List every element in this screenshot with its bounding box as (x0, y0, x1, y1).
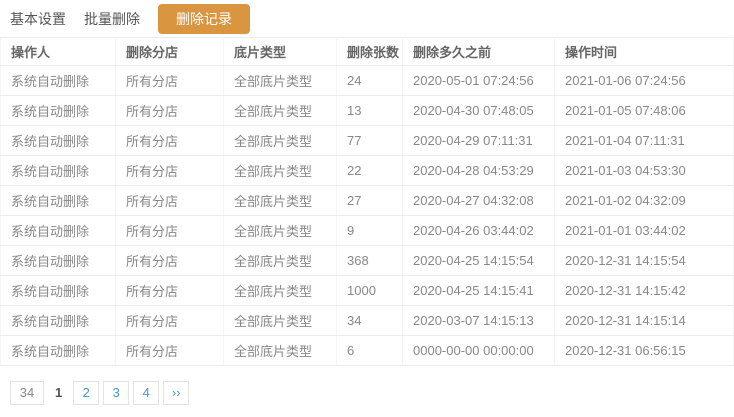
cell-branch: 所有分店 (115, 305, 224, 336)
table-row: 系统自动删除 所有分店 全部底片类型 1000 2020-04-25 14:15:41 2… (0, 275, 734, 306)
cell-delete_before: 2020-05-01 07:24:56 (402, 65, 555, 96)
cell-operator: 系统自动删除 (0, 65, 116, 96)
table-row: 系统自动删除 所有分店 全部底片类型 13 2020-04-30 07:48:05 202… (0, 95, 734, 126)
cell-delete_before: 2020-04-26 03:44:02 (402, 215, 555, 246)
cell-delete_before: 2020-04-29 07:11:31 (402, 125, 555, 156)
column-header-branch: 删除分店 (115, 37, 224, 66)
cell-count: 9 (336, 215, 403, 246)
cell-branch: 所有分店 (115, 245, 224, 276)
cell-operator: 系统自动删除 (0, 245, 116, 276)
cell-delete_before: 2020-04-30 07:48:05 (402, 95, 555, 126)
cell-op_time: 2021-01-03 04:53:30 (554, 155, 734, 186)
pagination: 34 1 2 3 4 ›› (10, 381, 734, 405)
column-header-delete_before: 删除多久之前 (402, 37, 555, 66)
cell-film_type: 全部底片类型 (223, 65, 337, 96)
table-row: 系统自动删除 所有分店 全部底片类型 6 0000-00-00 00:00:00 2020… (0, 335, 734, 366)
cell-operator: 系统自动删除 (0, 95, 116, 126)
cell-count: 1000 (336, 275, 403, 306)
cell-delete_before: 2020-03-07 14:15:13 (402, 305, 555, 336)
column-header-op_time: 操作时间 (554, 37, 734, 66)
pagination-page-link[interactable]: 4 (133, 381, 160, 405)
cell-op_time: 2020-12-31 14:15:42 (554, 275, 734, 306)
cell-film_type: 全部底片类型 (223, 305, 337, 336)
table-row: 系统自动删除 所有分店 全部底片类型 77 2020-04-29 07:11:31 202… (0, 125, 734, 156)
table-row: 系统自动删除 所有分店 全部底片类型 22 2020-04-28 04:53:29 202… (0, 155, 734, 186)
cell-film_type: 全部底片类型 (223, 185, 337, 216)
cell-film_type: 全部底片类型 (223, 215, 337, 246)
cell-count: 22 (336, 155, 403, 186)
cell-op_time: 2020-12-31 14:15:54 (554, 245, 734, 276)
cell-op_time: 2021-01-05 07:48:06 (554, 95, 734, 126)
cell-count: 13 (336, 95, 403, 126)
tab-batch-delete[interactable]: 批量删除 (84, 11, 140, 27)
table-row: 系统自动删除 所有分店 全部底片类型 9 2020-04-26 03:44:02 2021… (0, 215, 734, 246)
pagination-page-link[interactable]: 2 (73, 381, 100, 405)
tab-bar: 基本设置 批量删除 删除记录 (0, 0, 734, 37)
cell-branch: 所有分店 (115, 215, 224, 246)
pagination-total: 34 (10, 381, 44, 405)
cell-op_time: 2021-01-06 07:24:56 (554, 65, 734, 96)
table-header-row: 操作人 删除分店 底片类型 删除张数 删除多久之前 操作时间 (0, 37, 734, 66)
cell-film_type: 全部底片类型 (223, 125, 337, 156)
table-row: 系统自动删除 所有分店 全部底片类型 368 2020-04-25 14:15:54 20… (0, 245, 734, 276)
cell-branch: 所有分店 (115, 335, 224, 366)
column-header-count: 删除张数 (336, 37, 403, 66)
cell-operator: 系统自动删除 (0, 125, 116, 156)
cell-count: 34 (336, 305, 403, 336)
cell-op_time: 2020-12-31 14:15:14 (554, 305, 734, 336)
cell-operator: 系统自动删除 (0, 305, 116, 336)
cell-count: 368 (336, 245, 403, 276)
cell-operator: 系统自动删除 (0, 335, 116, 366)
table-row: 系统自动删除 所有分店 全部底片类型 24 2020-05-01 07:24:56 202… (0, 65, 734, 96)
cell-delete_before: 2020-04-28 04:53:29 (402, 155, 555, 186)
cell-branch: 所有分店 (115, 275, 224, 306)
column-header-film_type: 底片类型 (223, 37, 337, 66)
tab-delete-records[interactable]: 删除记录 (158, 4, 250, 34)
table-row: 系统自动删除 所有分店 全部底片类型 34 2020-03-07 14:15:13 202… (0, 305, 734, 336)
cell-branch: 所有分店 (115, 95, 224, 126)
delete-records-table: 操作人 删除分店 底片类型 删除张数 删除多久之前 操作时间 系统自动删除 所有分店 全部底片… (0, 37, 734, 366)
cell-op_time: 2021-01-04 07:11:31 (554, 125, 734, 156)
cell-delete_before: 2020-04-27 04:32:08 (402, 185, 555, 216)
pagination-page-link[interactable]: 3 (103, 381, 130, 405)
cell-operator: 系统自动删除 (0, 275, 116, 306)
table-body: 系统自动删除 所有分店 全部底片类型 24 2020-05-01 07:24:56 202… (0, 65, 734, 366)
cell-count: 6 (336, 335, 403, 366)
cell-film_type: 全部底片类型 (223, 245, 337, 276)
cell-op_time: 2020-12-31 06:56:15 (554, 335, 734, 366)
column-header-operator: 操作人 (0, 37, 116, 66)
cell-film_type: 全部底片类型 (223, 155, 337, 186)
cell-op_time: 2021-01-01 03:44:02 (554, 215, 734, 246)
cell-delete_before: 0000-00-00 00:00:00 (402, 335, 555, 366)
cell-film_type: 全部底片类型 (223, 95, 337, 126)
cell-count: 27 (336, 185, 403, 216)
cell-count: 24 (336, 65, 403, 96)
cell-operator: 系统自动删除 (0, 155, 116, 186)
cell-count: 77 (336, 125, 403, 156)
pagination-next-button[interactable]: ›› (163, 381, 190, 405)
cell-operator: 系统自动删除 (0, 215, 116, 246)
cell-delete_before: 2020-04-25 14:15:41 (402, 275, 555, 306)
cell-delete_before: 2020-04-25 14:15:54 (402, 245, 555, 276)
cell-film_type: 全部底片类型 (223, 275, 337, 306)
tab-basic-settings[interactable]: 基本设置 (10, 11, 66, 27)
table-row: 系统自动删除 所有分店 全部底片类型 27 2020-04-27 04:32:08 202… (0, 185, 734, 216)
cell-branch: 所有分店 (115, 155, 224, 186)
cell-operator: 系统自动删除 (0, 185, 116, 216)
cell-op_time: 2021-01-02 04:32:09 (554, 185, 734, 216)
cell-branch: 所有分店 (115, 125, 224, 156)
pagination-current-page: 1 (48, 381, 70, 405)
cell-branch: 所有分店 (115, 185, 224, 216)
cell-branch: 所有分店 (115, 65, 224, 96)
cell-film_type: 全部底片类型 (223, 335, 337, 366)
